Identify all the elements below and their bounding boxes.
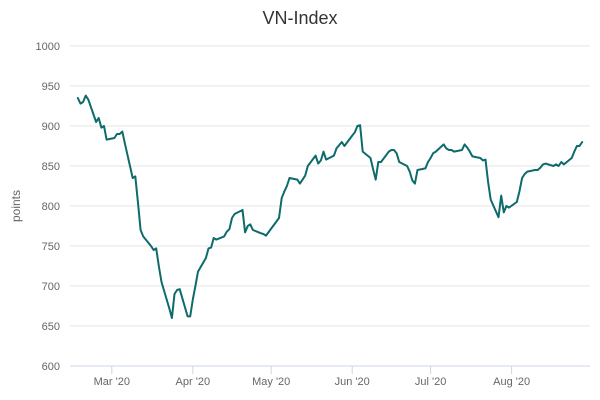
x-tick-label: Apr '20: [176, 376, 211, 388]
x-axis-ticks: Mar '20 Apr '20 May '20 Jun '20 Jul '20 Aug '…: [94, 366, 530, 388]
x-tick-label: Jun '20: [335, 376, 370, 388]
x-tick-label: Aug '20: [493, 376, 530, 388]
y-tick-label: 700: [42, 281, 60, 293]
y-tick-label: 800: [42, 201, 60, 213]
y-axis-title: points: [9, 190, 23, 222]
gridlines: [70, 45, 590, 327]
series-group: [76, 94, 584, 319]
x-tick-label: Jul '20: [415, 376, 446, 388]
series-line: [76, 94, 584, 319]
x-tick-label: Mar '20: [94, 376, 130, 388]
y-tick-label: 950: [42, 81, 60, 93]
y-tick-label: 900: [42, 121, 60, 133]
y-axis-ticks: 600 650 700 750 800 850 900 950 1000: [36, 41, 60, 373]
y-tick-label: 850: [42, 161, 60, 173]
y-tick-label: 650: [42, 321, 60, 333]
y-tick-label: 750: [42, 241, 60, 253]
y-tick-label: 600: [42, 361, 60, 373]
y-tick-label: 1000: [36, 41, 60, 53]
chart-title: VN-Index: [262, 8, 337, 28]
x-tick-label: May '20: [252, 376, 290, 388]
